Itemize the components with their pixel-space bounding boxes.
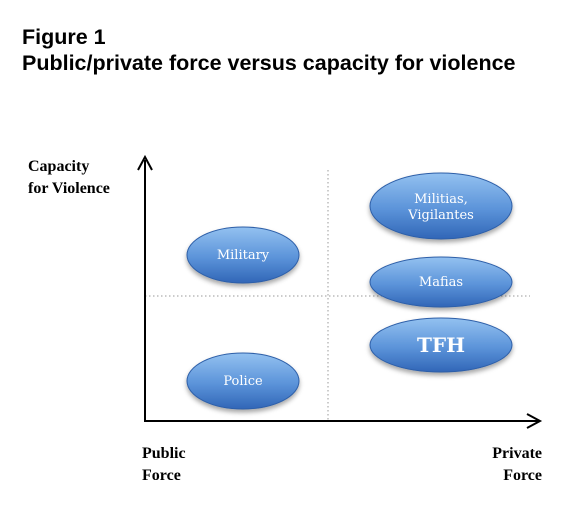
y-axis-label: Capacity for Violence — [28, 158, 110, 197]
y-axis-arrowhead — [137, 154, 153, 171]
figure-number: Figure 1 — [22, 25, 106, 49]
node-police: Police — [186, 352, 300, 410]
node-label: Military — [217, 248, 270, 263]
x-axis-right-label: Private Force — [492, 445, 542, 484]
x-axis-arrowhead — [526, 413, 543, 429]
figure-caption: Public/private force versus capacity for… — [22, 51, 516, 75]
node-mafias: Mafias — [369, 256, 513, 308]
figure-title: Figure 1 Public/private force versus cap… — [22, 24, 562, 76]
node-tfh: TFH — [369, 317, 513, 373]
node-militias-vigilantes: Militias, Vigilantes — [369, 172, 513, 240]
node-label: Mafias — [419, 275, 463, 290]
node-label: Militias, — [414, 192, 468, 207]
node-label: TFH — [417, 333, 465, 357]
node-label: Vigilantes — [407, 208, 474, 223]
node-label: Police — [223, 374, 263, 389]
x-axis-left-label: Public Force — [142, 445, 186, 484]
node-military: Military — [186, 226, 300, 284]
